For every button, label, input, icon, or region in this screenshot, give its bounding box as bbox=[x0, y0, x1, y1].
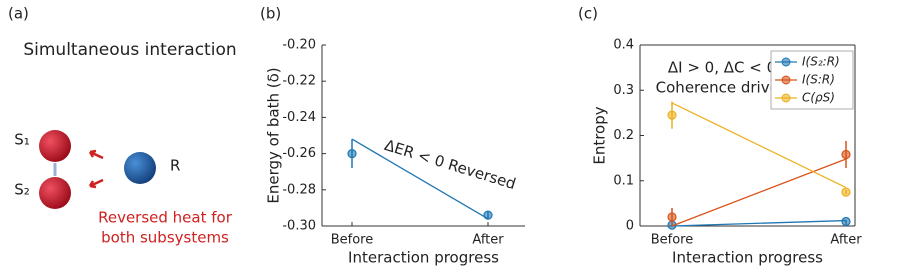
fit-line bbox=[351, 138, 489, 220]
y-tick-label: 0.1 bbox=[613, 173, 634, 188]
y-axis-label: Energy of bath (δ) bbox=[265, 67, 283, 203]
label-r: R bbox=[170, 157, 180, 175]
point bbox=[347, 149, 357, 159]
sphere-s1 bbox=[39, 130, 71, 162]
diagram-title: Simultaneous interaction bbox=[23, 40, 236, 60]
legend-label: C(ρS) bbox=[802, 91, 835, 105]
annotation: Coherence driven bbox=[656, 79, 789, 97]
y-tick-label: -0.26 bbox=[282, 146, 316, 161]
y-tick-label: 0 bbox=[626, 219, 634, 234]
x-tick-label: Before bbox=[331, 233, 374, 248]
annotation: ΔER < 0 Reversed bbox=[382, 136, 518, 193]
legend-marker bbox=[781, 93, 791, 103]
legend-label: I(S₂:R) bbox=[802, 55, 840, 69]
sphere-r bbox=[124, 152, 156, 184]
panel-label: (c) bbox=[578, 5, 598, 23]
y-tick-label: 0.3 bbox=[613, 83, 634, 98]
fit-line bbox=[671, 219, 847, 227]
y-tick-label: -0.20 bbox=[282, 38, 316, 53]
fit-line bbox=[671, 102, 847, 189]
x-tick-label: Before bbox=[651, 233, 694, 248]
y-tick-label: 0.2 bbox=[613, 128, 634, 143]
y-tick-label: -0.28 bbox=[282, 182, 316, 197]
y-axis-label: Entropy bbox=[591, 106, 609, 164]
legend-label: I(S:R) bbox=[802, 73, 835, 87]
point bbox=[841, 149, 851, 160]
fit-line bbox=[671, 158, 847, 227]
point bbox=[667, 212, 677, 222]
legend-marker bbox=[781, 57, 791, 67]
x-axis-label: Interaction progress bbox=[672, 249, 823, 267]
label-s2: S₂ bbox=[14, 181, 30, 199]
y-tick-label: -0.30 bbox=[282, 219, 316, 234]
y-tick-label: 0.4 bbox=[613, 38, 634, 53]
y-tick-label: -0.22 bbox=[282, 74, 316, 89]
annotation: ΔI > 0, ΔC < 0 bbox=[668, 59, 776, 77]
point bbox=[841, 216, 851, 227]
x-tick-label: After bbox=[830, 233, 862, 248]
arrow bbox=[88, 178, 104, 189]
arrow bbox=[88, 149, 104, 160]
note: both subsystems bbox=[101, 229, 229, 247]
x-axis-label: Interaction progress bbox=[348, 249, 499, 267]
sphere-s2 bbox=[39, 177, 71, 209]
panel-label: (b) bbox=[260, 5, 281, 23]
point bbox=[483, 210, 493, 220]
label-s1: S₁ bbox=[14, 131, 30, 149]
x-tick-label: After bbox=[472, 233, 504, 248]
point bbox=[841, 187, 851, 197]
point bbox=[667, 110, 677, 120]
note: Reversed heat for bbox=[98, 209, 233, 227]
y-tick-label: -0.24 bbox=[282, 110, 316, 125]
panel-label: (a) bbox=[8, 5, 29, 23]
legend-marker bbox=[781, 75, 791, 85]
